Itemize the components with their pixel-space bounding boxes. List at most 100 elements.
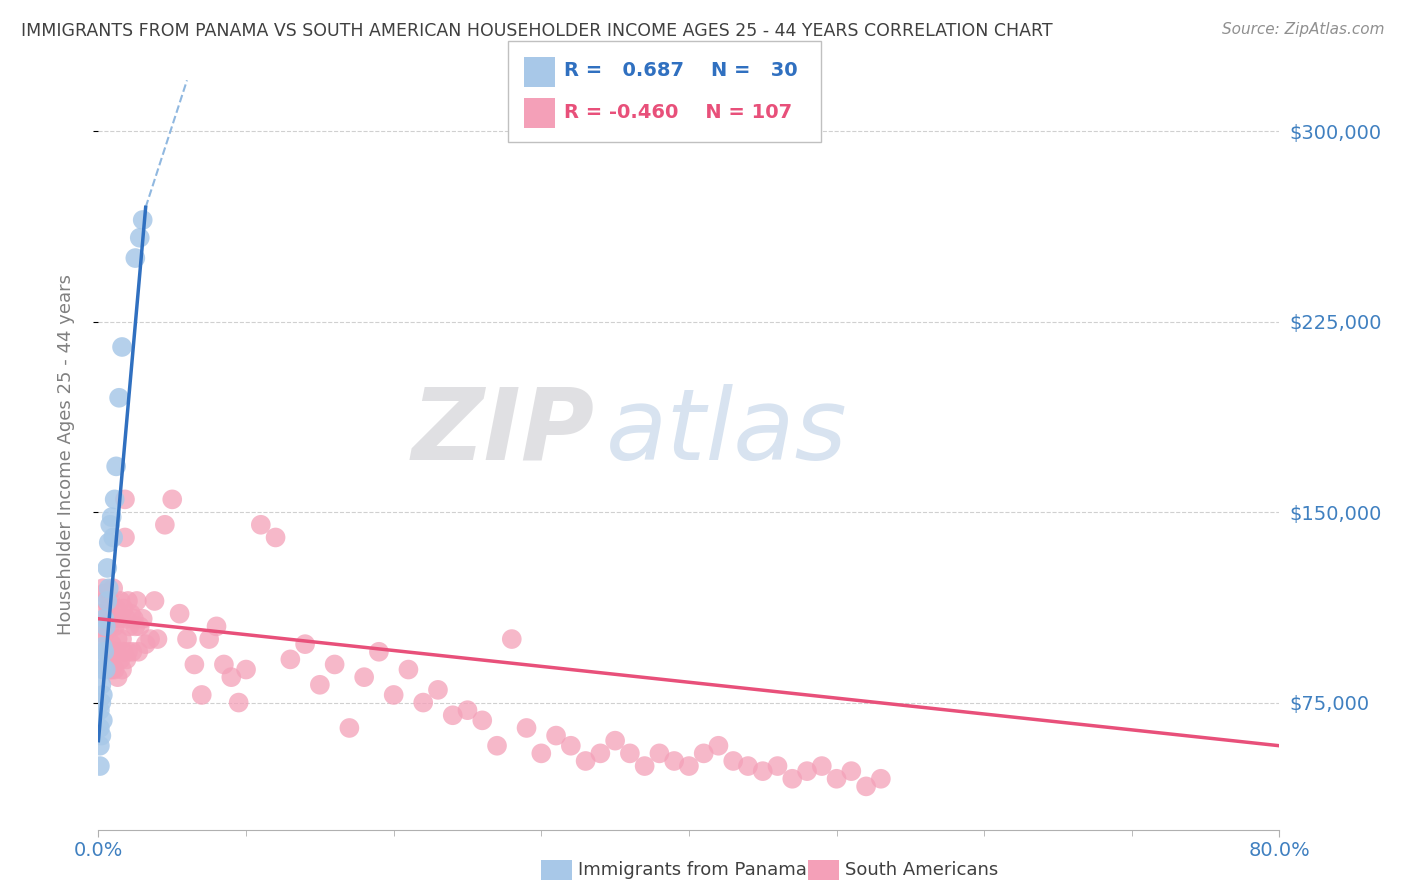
Point bbox=[191, 688, 214, 702]
Point bbox=[309, 678, 332, 692]
Point bbox=[103, 645, 125, 659]
Point bbox=[368, 645, 391, 659]
Point bbox=[146, 632, 169, 646]
Point bbox=[664, 754, 686, 768]
Point bbox=[93, 586, 115, 600]
Point bbox=[139, 632, 162, 646]
Point bbox=[752, 764, 775, 779]
Point bbox=[212, 657, 235, 672]
Point bbox=[103, 581, 125, 595]
Point bbox=[235, 663, 257, 677]
Text: Immigrants from Panama: Immigrants from Panama bbox=[578, 861, 807, 879]
Point bbox=[441, 708, 464, 723]
Point bbox=[117, 594, 139, 608]
Point bbox=[93, 612, 115, 626]
Point bbox=[108, 391, 131, 405]
Point bbox=[91, 714, 114, 728]
Point bbox=[104, 619, 127, 633]
Text: Source: ZipAtlas.com: Source: ZipAtlas.com bbox=[1222, 22, 1385, 37]
Point bbox=[589, 747, 612, 761]
Point bbox=[89, 721, 111, 735]
Point bbox=[89, 739, 111, 753]
Point bbox=[114, 531, 136, 545]
Point bbox=[97, 581, 120, 595]
Point bbox=[264, 531, 287, 545]
Point bbox=[94, 594, 117, 608]
Point bbox=[737, 759, 759, 773]
Point bbox=[486, 739, 509, 753]
Point bbox=[107, 632, 129, 646]
Point bbox=[294, 637, 316, 651]
Point bbox=[221, 670, 243, 684]
Point bbox=[91, 663, 114, 677]
Point bbox=[97, 601, 120, 615]
Point bbox=[198, 632, 221, 646]
Point bbox=[112, 645, 135, 659]
Point bbox=[546, 729, 568, 743]
Point bbox=[97, 535, 120, 549]
Point bbox=[121, 645, 143, 659]
Point bbox=[114, 492, 136, 507]
Point bbox=[575, 754, 598, 768]
Text: ZIP: ZIP bbox=[412, 384, 595, 481]
Point bbox=[97, 642, 120, 657]
Point bbox=[91, 619, 114, 633]
Point bbox=[98, 594, 121, 608]
Point bbox=[94, 663, 117, 677]
Point bbox=[169, 607, 191, 621]
Point bbox=[530, 747, 553, 761]
Point bbox=[94, 619, 117, 633]
Point bbox=[766, 759, 789, 773]
Point bbox=[810, 759, 832, 773]
Point bbox=[176, 632, 198, 646]
Point bbox=[98, 517, 121, 532]
Point bbox=[111, 340, 134, 354]
Point bbox=[115, 652, 138, 666]
Point bbox=[117, 645, 139, 659]
Point bbox=[96, 594, 118, 608]
Point bbox=[90, 657, 112, 672]
Point bbox=[412, 696, 434, 710]
Point bbox=[825, 772, 848, 786]
Point bbox=[91, 688, 114, 702]
Point bbox=[105, 459, 128, 474]
Point bbox=[104, 492, 127, 507]
Point bbox=[693, 747, 716, 761]
Point bbox=[90, 678, 112, 692]
Text: atlas: atlas bbox=[606, 384, 848, 481]
Point bbox=[98, 663, 121, 677]
Point bbox=[398, 663, 420, 677]
Point bbox=[132, 612, 155, 626]
Point bbox=[90, 637, 112, 651]
Point bbox=[111, 663, 134, 677]
Point bbox=[125, 594, 148, 608]
Point bbox=[162, 492, 183, 507]
Point bbox=[96, 612, 118, 626]
Point bbox=[605, 733, 627, 747]
Point bbox=[98, 619, 121, 633]
Point bbox=[107, 670, 129, 684]
Point bbox=[118, 619, 141, 633]
Y-axis label: Householder Income Ages 25 - 44 years: Householder Income Ages 25 - 44 years bbox=[56, 275, 75, 635]
Point bbox=[91, 640, 114, 654]
Point bbox=[128, 619, 150, 633]
Point bbox=[135, 637, 157, 651]
Point bbox=[105, 601, 128, 615]
Text: South Americans: South Americans bbox=[845, 861, 998, 879]
Point bbox=[110, 594, 132, 608]
Point bbox=[90, 696, 112, 710]
Point bbox=[870, 772, 893, 786]
Point bbox=[91, 581, 114, 595]
Point bbox=[90, 607, 112, 621]
Point bbox=[796, 764, 818, 779]
Point bbox=[100, 637, 122, 651]
Point bbox=[250, 517, 273, 532]
Point bbox=[105, 645, 128, 659]
Point bbox=[205, 619, 228, 633]
Point bbox=[501, 632, 523, 646]
Point bbox=[183, 657, 205, 672]
Point bbox=[96, 561, 118, 575]
Point bbox=[103, 612, 125, 626]
Point bbox=[108, 612, 131, 626]
Point bbox=[678, 759, 700, 773]
